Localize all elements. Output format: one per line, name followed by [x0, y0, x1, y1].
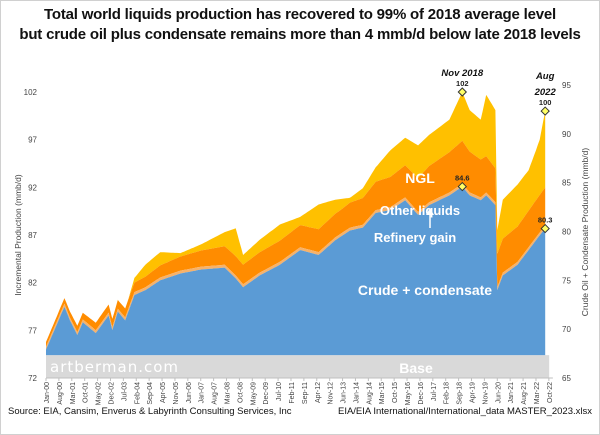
x-tick-label: Mar-08 — [225, 382, 232, 404]
x-tick-label: Dec-09 — [263, 382, 270, 405]
data-point-label: 102 — [456, 79, 469, 88]
x-tick-label: May-16 — [405, 382, 412, 405]
x-tick-label: Jul-17 — [431, 382, 438, 401]
source-left: Source: EIA, Cansim, Enverus & Labyrinth… — [8, 406, 292, 417]
y-right-tick-label: 80 — [562, 228, 571, 237]
y-tick-label: 97 — [28, 136, 37, 145]
data-point-marker — [540, 106, 550, 116]
data-point-label: 84.6 — [455, 174, 470, 183]
x-tick-label: Nov-05 — [173, 382, 180, 405]
ngl-area — [46, 92, 546, 343]
x-tick-label: Feb-11 — [289, 382, 296, 404]
x-tick-label: Mar-22 — [534, 382, 541, 404]
chart-title-line1: Total world liquids production has recov… — [44, 6, 556, 23]
x-tick-label: Mar-01 — [70, 382, 77, 404]
x-tick-label: Nov-19 — [482, 382, 489, 405]
y-right-axis-title: Crude Oil + Condensate Production (mmb/d… — [580, 148, 590, 317]
x-tick-label: Apr-05 — [160, 382, 167, 403]
x-tick-label: Oct-01 — [83, 382, 90, 403]
y-tick-label: 72 — [28, 374, 37, 383]
x-tick-label: Apr-19 — [470, 382, 477, 403]
x-tick-label: Jan-07 — [199, 382, 206, 404]
x-tick-label: Nov-12 — [328, 382, 335, 405]
base-label: Base — [399, 360, 433, 376]
x-tick-label: Mar-15 — [379, 382, 386, 404]
x-tick-label: Sep-11 — [302, 382, 309, 404]
source-right: EIA/EIA International/International_data… — [337, 406, 592, 417]
crude-condensate-label: Crude + condensate — [358, 282, 492, 298]
y-right-tick-label: 90 — [562, 130, 571, 139]
y-tick-label: 82 — [28, 279, 37, 288]
x-tick-label: May-02 — [96, 382, 103, 405]
x-tick-label: Aug-00 — [57, 382, 64, 405]
other-liquids-area — [46, 140, 546, 347]
crude-condensate-area — [46, 186, 546, 356]
x-tick-label: Dec-02 — [108, 382, 115, 405]
x-tick-label: Aug-21 — [521, 382, 528, 405]
x-tick-label: Jul-03 — [121, 382, 128, 401]
data-point-label: 80.3 — [538, 216, 553, 225]
x-tick-label: Aug-07 — [212, 382, 219, 405]
watermark: artberman.com — [50, 358, 179, 376]
y-right-tick-label: 70 — [562, 325, 571, 334]
chart-title-line2: but crude oil plus condensate remains mo… — [19, 26, 581, 43]
data-point-marker — [540, 223, 550, 234]
y-right-tick-label: 65 — [562, 374, 571, 383]
refinery-gain-arrowhead — [426, 208, 434, 215]
x-tick-label: Oct-15 — [392, 382, 399, 403]
data-point-marker — [457, 181, 467, 192]
annotation-title: 2022 — [534, 87, 557, 98]
x-tick-label: Oct-08 — [237, 382, 244, 403]
y-right-tick-label: 75 — [562, 276, 571, 285]
x-tick-label: Jan-14 — [353, 382, 360, 404]
x-tick-label: Jun-13 — [341, 382, 348, 404]
y-tick-label: 92 — [28, 183, 37, 192]
y-tick-label: 87 — [28, 231, 37, 240]
x-tick-label: Jun-06 — [186, 382, 193, 404]
data-point-label: 100 — [539, 98, 552, 107]
y-tick-label: 102 — [24, 88, 38, 97]
base-area — [46, 355, 550, 378]
x-tick-label: Apr-12 — [315, 382, 322, 403]
y-tick-label: 77 — [28, 326, 37, 335]
x-tick-label: Dec-16 — [418, 382, 425, 405]
refinery-gain-label: Refinery gain — [374, 230, 456, 245]
y-right-tick-label: 85 — [562, 179, 571, 188]
annotation-title: Nov 2018 — [441, 68, 483, 79]
x-tick-label: Feb-04 — [134, 382, 141, 404]
x-tick-label: Feb-18 — [444, 382, 451, 404]
x-tick-label: Jun-20 — [495, 382, 502, 404]
x-tick-label: May-09 — [250, 382, 257, 405]
ngl-label: NGL — [405, 170, 435, 186]
x-tick-label: Oct-22 — [547, 382, 554, 403]
x-tick-label: Jul-10 — [276, 382, 283, 401]
x-tick-label: Sep-04 — [147, 382, 154, 405]
x-tick-label: Aug-14 — [366, 382, 373, 405]
y-axis-title: Incremental Production (mmb/d) — [13, 174, 23, 296]
x-tick-label: Jan-00 — [44, 382, 51, 404]
y-right-tick-label: 95 — [562, 81, 571, 90]
other-liquids-label: Other liquids — [380, 203, 460, 218]
x-tick-label: Sep-18 — [457, 382, 464, 405]
x-tick-label: Jan-21 — [508, 382, 515, 404]
data-point-marker — [457, 87, 467, 97]
annotation-title: Aug — [535, 71, 555, 82]
